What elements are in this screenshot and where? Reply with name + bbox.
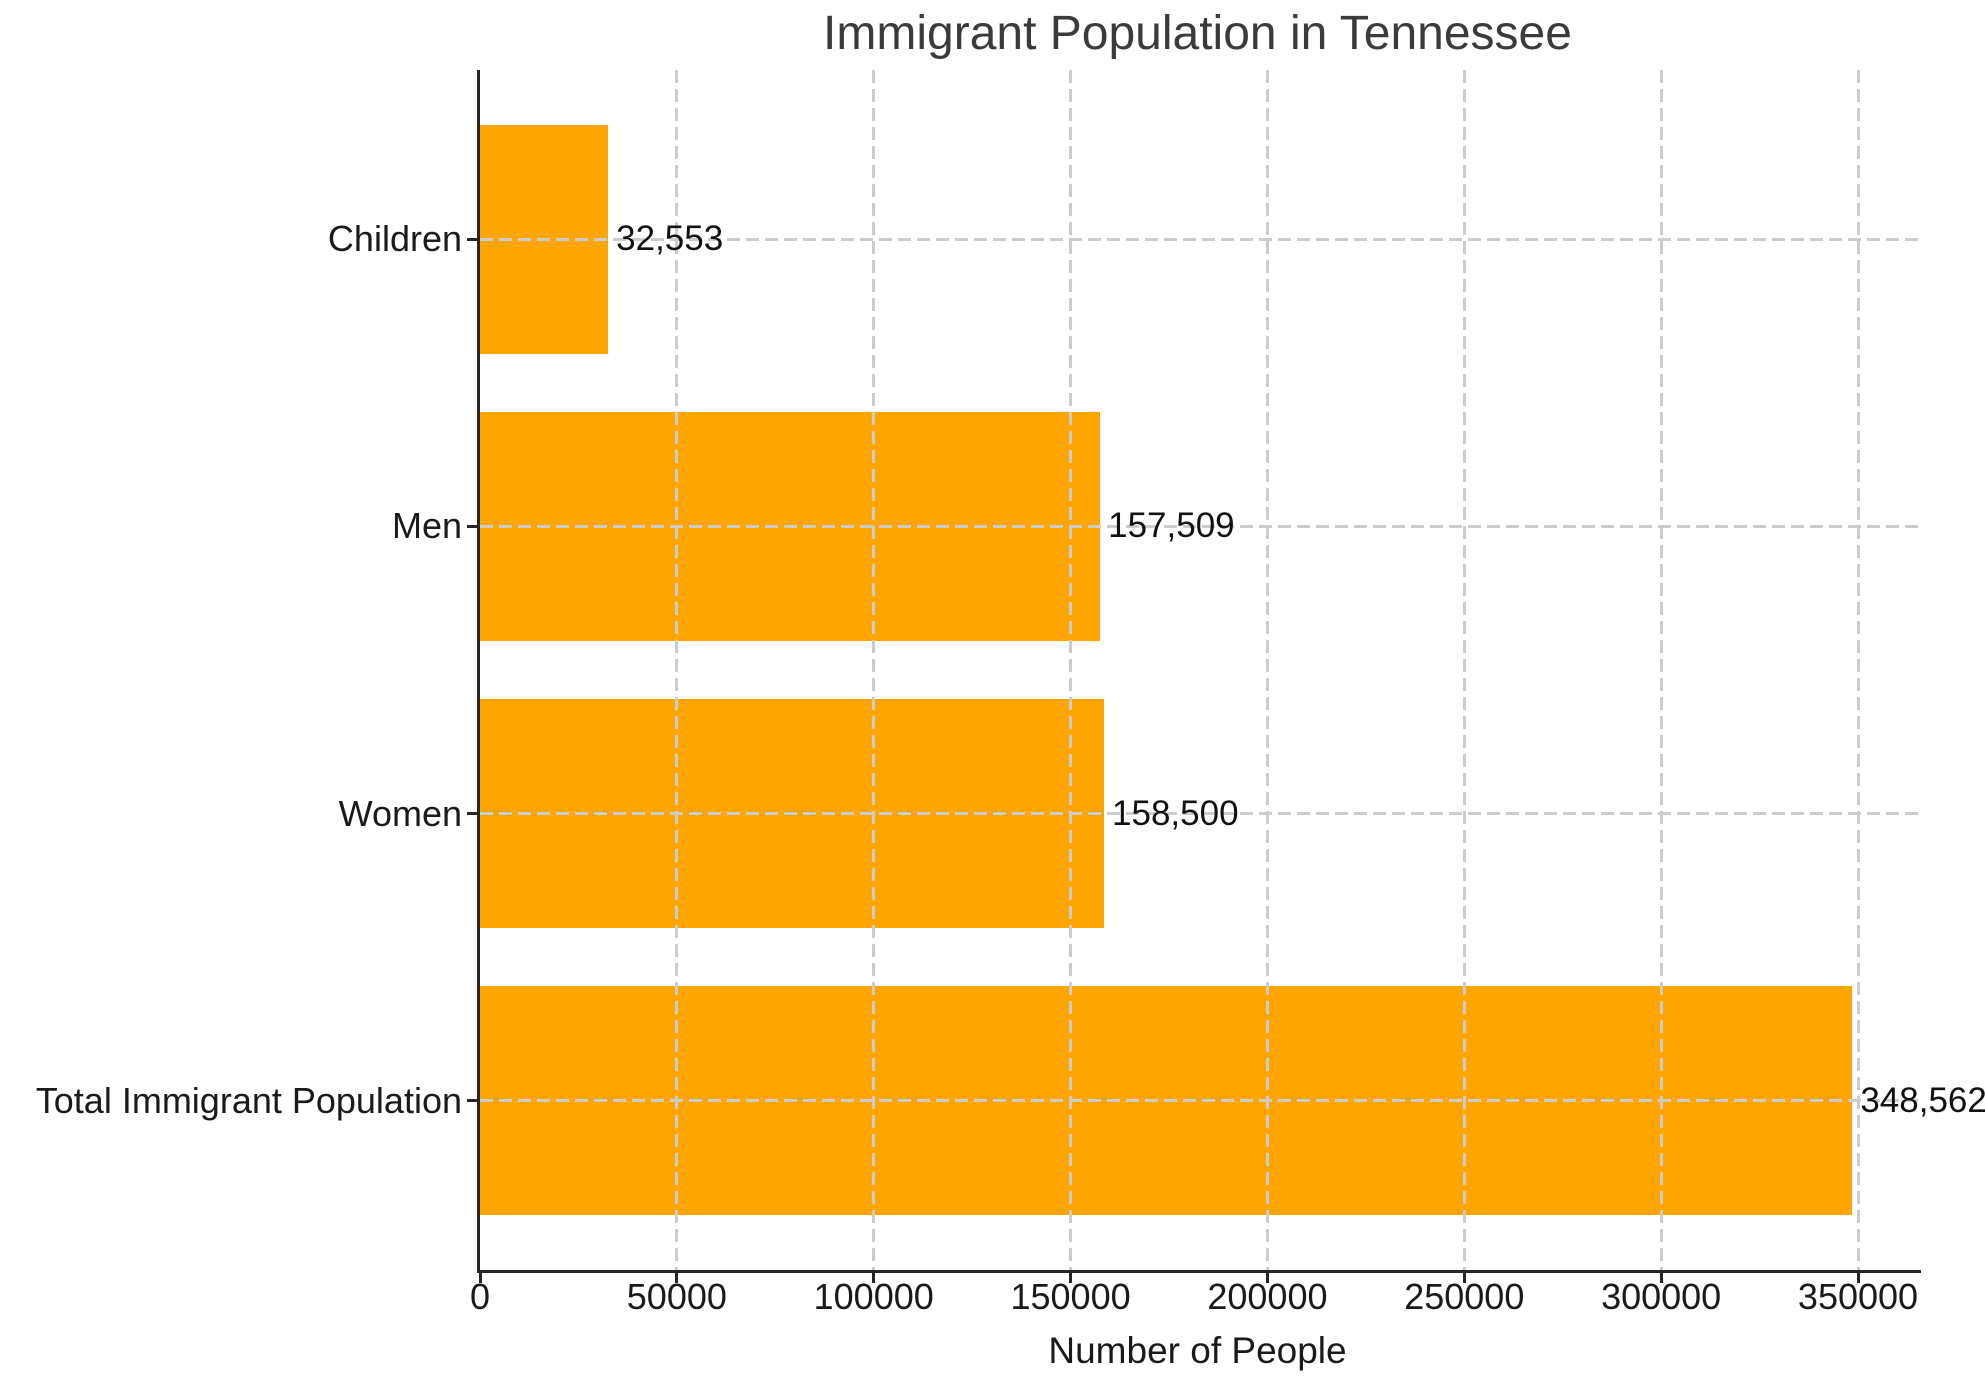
- x-tick-mark: [1265, 1273, 1269, 1283]
- x-gridline: [1856, 70, 1860, 1270]
- bar-value-label: 158,500: [1112, 793, 1239, 833]
- x-tick-label: 350000: [1797, 1276, 1919, 1317]
- chart-title: Immigrant Population in Tennessee: [823, 7, 1572, 60]
- x-tick-label: 0: [469, 1276, 491, 1317]
- bar-value-label: 157,509: [1108, 506, 1235, 546]
- x-axis-label: Number of People: [1048, 1330, 1347, 1371]
- x-tick-label: 300000: [1601, 1276, 1722, 1317]
- bar-value-label: 348,562: [1860, 1080, 1985, 1120]
- x-tick-label: 150000: [1010, 1276, 1131, 1317]
- y-tick-mark: [467, 812, 477, 816]
- x-tick-label: 50000: [626, 1276, 727, 1317]
- x-tick-mark: [1069, 1273, 1073, 1283]
- y-category-label: Women: [338, 792, 462, 834]
- y-gridline: [480, 524, 1921, 528]
- y-category-label: Children: [327, 218, 462, 260]
- x-gridline: [1265, 70, 1269, 1270]
- y-tick-mark: [467, 1099, 477, 1103]
- y-gridline: [480, 1099, 1921, 1103]
- x-tick-label: 200000: [1207, 1276, 1328, 1317]
- y-category-label: Men: [391, 505, 462, 547]
- y-gridline: [480, 812, 1921, 816]
- y-gridline: [480, 237, 1921, 241]
- y-category-label: Total Immigrant Population: [35, 1079, 462, 1121]
- x-gridline: [1069, 70, 1073, 1270]
- x-gridline: [675, 70, 679, 1270]
- x-gridline: [872, 70, 876, 1270]
- x-tick-mark: [1856, 1273, 1860, 1283]
- plot-area: 32,553 157,509 158,500 348,562: [477, 70, 1985, 1273]
- x-tick-label: 100000: [813, 1276, 934, 1317]
- x-tick-mark: [478, 1273, 482, 1283]
- y-tick-mark: [467, 524, 477, 528]
- x-tick-mark: [675, 1273, 679, 1283]
- x-tick-mark: [872, 1273, 876, 1283]
- x-tick-mark: [1659, 1273, 1663, 1283]
- x-gridline: [1462, 70, 1466, 1270]
- x-gridline: [1659, 70, 1663, 1270]
- x-tick-label: 250000: [1404, 1276, 1525, 1317]
- x-tick-mark: [1462, 1273, 1466, 1283]
- bar-value-label: 32,553: [616, 219, 724, 259]
- y-tick-mark: [467, 237, 477, 241]
